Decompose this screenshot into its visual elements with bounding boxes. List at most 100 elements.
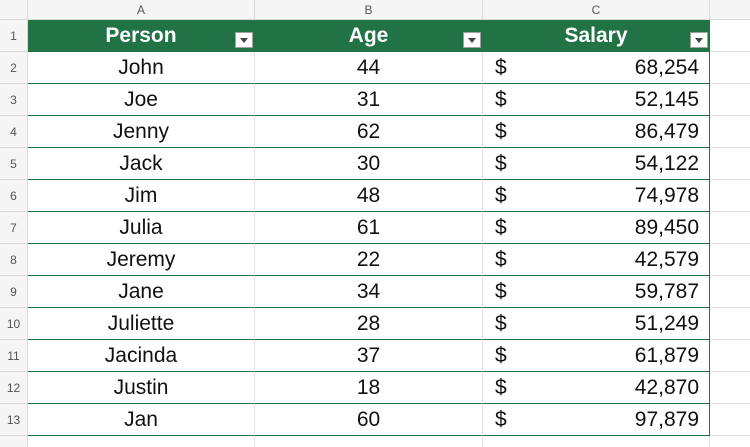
filter-dropdown[interactable] — [235, 32, 253, 48]
age-cell[interactable]: 28 — [255, 308, 483, 340]
empty-cell[interactable] — [710, 308, 750, 340]
person-cell[interactable]: Jim — [28, 180, 255, 212]
empty-cell[interactable] — [710, 436, 750, 447]
age-cell[interactable]: 62 — [255, 116, 483, 148]
row-header[interactable]: 14 — [0, 436, 28, 447]
person-cell[interactable]: Joe — [28, 84, 255, 116]
currency-symbol: $ — [495, 279, 507, 303]
column-header[interactable]: B — [255, 0, 483, 20]
row-header[interactable]: 8 — [0, 244, 28, 276]
age-cell[interactable]: 60 — [255, 404, 483, 436]
row-header[interactable]: 13 — [0, 404, 28, 436]
row-header[interactable]: 11 — [0, 340, 28, 372]
row-header[interactable]: 6 — [0, 180, 28, 212]
empty-cell[interactable] — [710, 372, 750, 404]
salary-cell[interactable]: $86,479 — [483, 116, 710, 148]
salary-value: 86,479 — [634, 119, 699, 143]
table-header-cell[interactable]: Salary — [483, 20, 710, 52]
currency-symbol: $ — [495, 343, 507, 367]
column-header[interactable] — [710, 0, 750, 20]
salary-cell[interactable]: $51,249 — [483, 308, 710, 340]
row-header[interactable]: 2 — [0, 52, 28, 84]
salary-value: 97,879 — [634, 407, 699, 431]
salary-cell[interactable]: $89,450 — [483, 212, 710, 244]
table-header-cell[interactable]: Age — [255, 20, 483, 52]
column-header[interactable]: C — [483, 0, 710, 20]
column-header[interactable]: A — [28, 0, 255, 20]
salary-value: 59,787 — [634, 279, 699, 303]
currency-symbol: $ — [495, 55, 507, 79]
currency-symbol: $ — [495, 407, 507, 431]
salary-cell[interactable]: $52,145 — [483, 84, 710, 116]
person-cell[interactable]: Jane — [28, 276, 255, 308]
empty-cell[interactable] — [710, 20, 750, 52]
table-header-cell[interactable]: Person — [28, 20, 255, 52]
empty-cell[interactable] — [710, 52, 750, 84]
salary-value: 52,145 — [634, 87, 699, 111]
salary-value: 68,254 — [634, 55, 699, 79]
empty-cell[interactable] — [710, 212, 750, 244]
salary-cell[interactable]: $42,870 — [483, 372, 710, 404]
age-cell[interactable]: 44 — [255, 52, 483, 84]
person-cell[interactable]: Julia — [28, 212, 255, 244]
select-all[interactable] — [0, 0, 28, 20]
salary-cell[interactable]: $42,579 — [483, 244, 710, 276]
person-cell[interactable]: Jeremy — [28, 244, 255, 276]
empty-cell[interactable] — [710, 404, 750, 436]
row-header[interactable]: 4 — [0, 116, 28, 148]
empty-cell[interactable] — [28, 436, 255, 447]
currency-symbol: $ — [495, 119, 507, 143]
salary-value: 54,122 — [634, 151, 699, 175]
row-header[interactable]: 9 — [0, 276, 28, 308]
empty-cell[interactable] — [710, 116, 750, 148]
empty-cell[interactable] — [710, 148, 750, 180]
person-cell[interactable]: Juliette — [28, 308, 255, 340]
empty-cell[interactable] — [710, 84, 750, 116]
salary-value: 51,249 — [634, 311, 699, 335]
currency-symbol: $ — [495, 311, 507, 335]
currency-symbol: $ — [495, 87, 507, 111]
filter-dropdown[interactable] — [690, 32, 708, 48]
person-cell[interactable]: Justin — [28, 372, 255, 404]
row-header[interactable]: 7 — [0, 212, 28, 244]
age-cell[interactable]: 48 — [255, 180, 483, 212]
salary-value: 42,579 — [634, 247, 699, 271]
filter-dropdown[interactable] — [463, 32, 481, 48]
salary-cell[interactable]: $68,254 — [483, 52, 710, 84]
age-cell[interactable]: 37 — [255, 340, 483, 372]
salary-value: 89,450 — [634, 215, 699, 239]
person-cell[interactable]: John — [28, 52, 255, 84]
age-cell[interactable]: 22 — [255, 244, 483, 276]
row-header[interactable]: 12 — [0, 372, 28, 404]
row-header[interactable]: 3 — [0, 84, 28, 116]
currency-symbol: $ — [495, 247, 507, 271]
salary-cell[interactable]: $59,787 — [483, 276, 710, 308]
empty-cell[interactable] — [710, 180, 750, 212]
age-cell[interactable]: 61 — [255, 212, 483, 244]
row-header[interactable]: 5 — [0, 148, 28, 180]
person-cell[interactable]: Jan — [28, 404, 255, 436]
salary-cell[interactable]: $97,879 — [483, 404, 710, 436]
empty-cell[interactable] — [710, 340, 750, 372]
salary-value: 74,978 — [634, 183, 699, 207]
age-cell[interactable]: 30 — [255, 148, 483, 180]
person-cell[interactable]: Jenny — [28, 116, 255, 148]
salary-value: 61,879 — [634, 343, 699, 367]
age-cell[interactable]: 18 — [255, 372, 483, 404]
empty-cell[interactable] — [255, 436, 483, 447]
salary-value: 42,870 — [634, 375, 699, 399]
empty-cell[interactable] — [483, 436, 710, 447]
age-cell[interactable]: 34 — [255, 276, 483, 308]
empty-cell[interactable] — [710, 276, 750, 308]
row-header[interactable]: 1 — [0, 20, 28, 52]
person-cell[interactable]: Jack — [28, 148, 255, 180]
empty-cell[interactable] — [710, 244, 750, 276]
person-cell[interactable]: Jacinda — [28, 340, 255, 372]
salary-cell[interactable]: $54,122 — [483, 148, 710, 180]
salary-cell[interactable]: $74,978 — [483, 180, 710, 212]
salary-cell[interactable]: $61,879 — [483, 340, 710, 372]
currency-symbol: $ — [495, 215, 507, 239]
age-cell[interactable]: 31 — [255, 84, 483, 116]
row-header[interactable]: 10 — [0, 308, 28, 340]
